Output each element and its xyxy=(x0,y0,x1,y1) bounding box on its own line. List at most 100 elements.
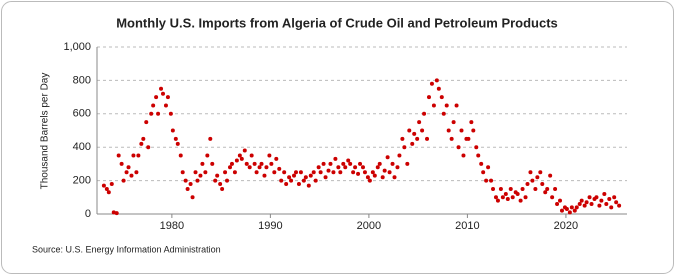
point xyxy=(188,181,193,186)
point xyxy=(338,170,343,175)
x-tick-label: 1990 xyxy=(258,220,282,232)
point xyxy=(141,136,146,141)
point xyxy=(553,186,558,191)
point xyxy=(104,186,109,191)
point xyxy=(528,170,533,175)
point xyxy=(380,175,385,180)
point xyxy=(249,153,254,158)
point xyxy=(555,201,560,206)
point xyxy=(493,195,498,200)
point xyxy=(365,175,370,180)
point xyxy=(481,170,486,175)
point xyxy=(101,183,106,188)
source: Source: U.S. Energy Information Administ… xyxy=(32,244,221,254)
point xyxy=(264,165,269,170)
point xyxy=(308,173,313,178)
point xyxy=(567,210,572,215)
point xyxy=(343,165,348,170)
point xyxy=(587,195,592,200)
x-tick-label: 2020 xyxy=(554,220,578,232)
point xyxy=(210,161,215,166)
point xyxy=(607,196,612,201)
point xyxy=(229,161,234,166)
point xyxy=(124,170,129,175)
point xyxy=(370,170,375,175)
y-tick-label: 1,000 xyxy=(63,41,91,53)
point xyxy=(602,191,607,196)
point xyxy=(471,128,476,133)
y-tick-label: 0 xyxy=(85,208,91,220)
point xyxy=(353,165,358,170)
point xyxy=(412,131,417,136)
y-tick-label: 200 xyxy=(73,175,91,187)
point xyxy=(446,128,451,133)
point xyxy=(594,195,599,200)
point xyxy=(540,181,545,186)
point xyxy=(385,155,390,160)
point xyxy=(559,208,564,213)
point xyxy=(454,103,459,108)
point xyxy=(193,170,198,175)
point xyxy=(262,173,267,178)
point xyxy=(106,190,111,195)
point xyxy=(356,171,361,176)
point xyxy=(215,173,220,178)
point xyxy=(205,153,210,158)
point xyxy=(234,158,239,163)
point xyxy=(597,203,602,208)
point xyxy=(410,141,415,146)
point xyxy=(617,203,622,208)
point xyxy=(213,178,218,183)
point xyxy=(582,203,587,208)
point xyxy=(431,103,436,108)
point xyxy=(451,120,456,125)
point xyxy=(292,173,297,178)
point xyxy=(543,190,548,195)
point xyxy=(183,178,188,183)
x-tick-label: 2000 xyxy=(357,220,381,232)
point xyxy=(456,145,461,150)
chart-title: Monthly U.S. Imports from Algeria of Cru… xyxy=(116,15,558,30)
point xyxy=(237,153,242,158)
x-tick-label: 2010 xyxy=(455,220,479,232)
point xyxy=(328,161,333,166)
point xyxy=(287,175,292,180)
point xyxy=(510,195,515,200)
point xyxy=(218,181,223,186)
point xyxy=(121,178,126,183)
point xyxy=(441,111,446,116)
point xyxy=(498,186,503,191)
point xyxy=(126,165,131,170)
point xyxy=(144,120,149,125)
point xyxy=(417,120,422,125)
point xyxy=(538,170,543,175)
point xyxy=(415,136,420,141)
point xyxy=(461,153,466,158)
point xyxy=(119,161,124,166)
point xyxy=(564,206,569,211)
point xyxy=(397,153,402,158)
point xyxy=(449,136,454,141)
point xyxy=(572,208,577,213)
point xyxy=(131,153,136,158)
point xyxy=(311,170,316,175)
point xyxy=(500,195,505,200)
point xyxy=(293,170,298,175)
y-tick-label: 400 xyxy=(73,141,91,153)
point xyxy=(420,128,425,133)
point xyxy=(269,161,274,166)
point xyxy=(523,195,528,200)
point xyxy=(358,161,363,166)
point xyxy=(321,161,326,166)
point xyxy=(372,173,377,178)
point xyxy=(316,165,321,170)
point xyxy=(375,165,380,170)
point xyxy=(407,128,412,133)
point xyxy=(109,181,114,186)
point xyxy=(301,178,306,183)
point xyxy=(545,186,550,191)
point xyxy=(362,170,367,175)
point xyxy=(223,170,228,175)
point xyxy=(336,165,341,170)
point xyxy=(279,178,284,183)
